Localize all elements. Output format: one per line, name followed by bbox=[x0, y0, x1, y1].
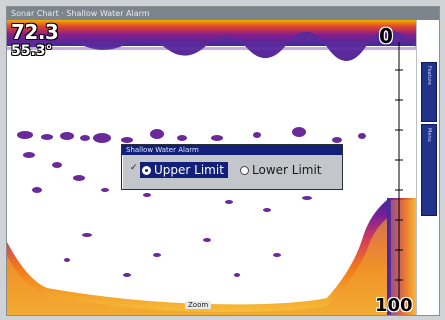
side-panel-tab-label: Feature bbox=[426, 66, 432, 85]
dialog-title: Shallow Water Alarm bbox=[122, 145, 342, 155]
temperature-readout: 55.3° bbox=[11, 43, 53, 59]
surface-clutter bbox=[7, 20, 416, 62]
lower-limit-option[interactable]: Lower Limit bbox=[240, 162, 322, 178]
sonar-screen: Sonar Chart · Shallow Water Alarm bbox=[6, 6, 440, 316]
bottom-contour bbox=[7, 198, 416, 315]
check-icon: ✓ bbox=[130, 163, 138, 173]
side-panel-tab-feature[interactable]: Feature bbox=[421, 62, 437, 122]
upper-limit-option[interactable]: Upper Limit bbox=[140, 162, 228, 178]
zoom-label: Zoom bbox=[185, 301, 212, 309]
lower-limit-label: Lower Limit bbox=[252, 163, 322, 177]
title-bar: Sonar Chart · Shallow Water Alarm bbox=[7, 7, 439, 20]
sonar-display bbox=[7, 20, 416, 315]
depth-scale-top: 0 bbox=[379, 24, 393, 48]
alarm-dialog: Shallow Water Alarm ✓ Upper Limit Lower … bbox=[121, 144, 343, 190]
side-panel-tab-label: Menu bbox=[426, 128, 432, 142]
depth-scale-bottom: 100 bbox=[375, 295, 413, 316]
side-panel-tab-menu[interactable]: Menu bbox=[421, 124, 437, 216]
depth-readout: 72.3 bbox=[11, 20, 59, 44]
radio-selected-icon bbox=[142, 166, 151, 175]
upper-limit-label: Upper Limit bbox=[154, 163, 224, 177]
radio-unselected-icon bbox=[240, 166, 249, 175]
side-panel: Feature Menu bbox=[416, 20, 439, 315]
depth-scale-ticks bbox=[395, 42, 403, 310]
